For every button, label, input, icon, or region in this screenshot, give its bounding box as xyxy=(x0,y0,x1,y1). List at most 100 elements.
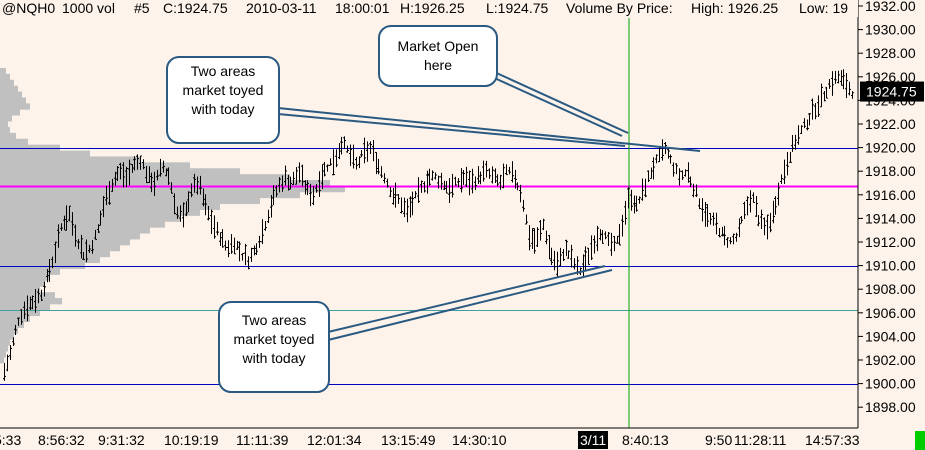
ohlc-bar xyxy=(335,149,338,168)
volume-profile-bar xyxy=(0,239,130,246)
ohlc-bar xyxy=(448,178,451,204)
ohlc-bar xyxy=(329,158,332,166)
header-bar-number: #5 xyxy=(134,0,150,16)
volume-profile-bar xyxy=(0,126,10,134)
ohlc-bar xyxy=(582,254,585,277)
ohlc-bar xyxy=(298,162,301,183)
ohlc-bar xyxy=(255,243,258,256)
ohlc-bar xyxy=(437,175,440,189)
ohlc-bar xyxy=(346,145,349,153)
time-tick-label: 9:31:32 xyxy=(98,432,145,448)
ohlc-bar xyxy=(12,337,15,346)
callout-bottom[interactable]: Two areas market toyed with today xyxy=(218,265,613,393)
ohlc-bar xyxy=(309,183,312,206)
ohlc-bar xyxy=(321,164,324,190)
ohlc-bar xyxy=(210,209,213,235)
ohlc-bar xyxy=(539,219,542,241)
ohlc-bar xyxy=(213,215,216,239)
ohlc-bar xyxy=(633,195,636,214)
ohlc-bar xyxy=(224,240,227,251)
ohlc-bar xyxy=(573,258,576,270)
ohlc-bar xyxy=(417,177,420,203)
ohlc-bar xyxy=(604,231,607,240)
ohlc-bar xyxy=(312,186,315,206)
ohlc-bar xyxy=(258,235,261,248)
callout-top-left[interactable]: Two areas market toyed with today xyxy=(166,56,701,152)
callout-pointer xyxy=(489,69,629,134)
ohlc-bar xyxy=(630,189,633,211)
ohlc-bar xyxy=(641,178,644,201)
ohlc-bar xyxy=(661,139,664,161)
time-tick-label: 8:40:13 xyxy=(622,432,669,448)
ohlc-bar xyxy=(397,193,400,204)
volume-profile-bar xyxy=(0,91,22,98)
ohlc-bar xyxy=(281,175,284,192)
ohlc-bar xyxy=(389,186,392,198)
volume-profile-bar xyxy=(0,274,50,281)
header-study-low: Low: 19 xyxy=(799,0,848,16)
callout-market-open[interactable]: Market Open here xyxy=(378,25,629,137)
ohlc-bar xyxy=(230,234,233,254)
ohlc-bar xyxy=(704,201,707,227)
ohlc-bar xyxy=(652,157,655,180)
ohlc-bar xyxy=(845,72,848,99)
ohlc-bar xyxy=(352,144,355,169)
volume-profile-bar xyxy=(0,79,14,87)
ohlc-bar xyxy=(51,256,54,269)
ohlc-bar xyxy=(644,178,647,198)
status-square xyxy=(915,431,925,450)
ohlc-bar xyxy=(712,212,715,226)
volume-profile-bar xyxy=(0,221,165,228)
ohlc-bar xyxy=(85,239,88,263)
price-tick-label: 1916.00 xyxy=(865,187,916,203)
volume-profile-bar xyxy=(0,292,55,299)
header-low: L:1924.75 xyxy=(486,0,548,16)
ohlc-bar xyxy=(465,166,468,188)
ohlc-bar xyxy=(295,167,298,185)
ohlc-bar xyxy=(502,163,505,189)
volume-profile-bar xyxy=(0,339,10,346)
volume-profile-bar xyxy=(0,109,20,116)
ohlc-bar xyxy=(468,170,471,196)
ohlc-bar xyxy=(82,251,85,261)
callout-box xyxy=(166,56,280,144)
ohlc-bar xyxy=(403,197,406,218)
price-tick-label: 1910.00 xyxy=(865,258,916,274)
volume-profile-bar xyxy=(0,327,18,334)
ohlc-bar xyxy=(542,218,545,231)
ohlc-bar xyxy=(116,166,119,182)
ohlc-bar xyxy=(610,232,613,256)
ohlc-bar xyxy=(746,196,749,216)
ohlc-bar xyxy=(284,165,287,186)
ohlc-bar xyxy=(533,228,536,254)
ohlc-bar xyxy=(369,141,372,155)
ohlc-bar xyxy=(516,182,519,191)
ohlc-bar xyxy=(111,178,114,192)
ohlc-bar xyxy=(289,176,292,190)
volume-profile-bar xyxy=(0,345,8,352)
ohlc-bar xyxy=(60,223,63,231)
ohlc-bar xyxy=(499,174,502,190)
ohlc-bar xyxy=(114,171,117,186)
header-bar xyxy=(0,0,858,17)
ohlc-bar xyxy=(119,162,122,180)
price-tick-label: 1906.00 xyxy=(865,305,916,321)
ohlc-bar xyxy=(153,171,156,196)
ohlc-bar xyxy=(723,225,726,246)
ohlc-bar xyxy=(97,224,100,233)
ohlc-bar xyxy=(170,182,173,194)
ohlc-bar xyxy=(414,191,417,199)
ohlc-bar xyxy=(372,140,375,162)
ohlc-bar xyxy=(105,185,108,206)
ohlc-bar xyxy=(834,70,837,84)
ohlc-bar xyxy=(37,288,40,304)
callout-text: Two areas market toyed with today xyxy=(183,63,264,117)
ohlc-bar xyxy=(261,219,264,244)
ohlc-bar xyxy=(559,247,562,267)
ohlc-bar xyxy=(233,237,236,255)
ohlc-bar xyxy=(698,198,701,210)
ohlc-bar xyxy=(355,156,358,170)
ohlc-bar xyxy=(721,226,724,237)
ohlc-bar xyxy=(406,198,409,223)
